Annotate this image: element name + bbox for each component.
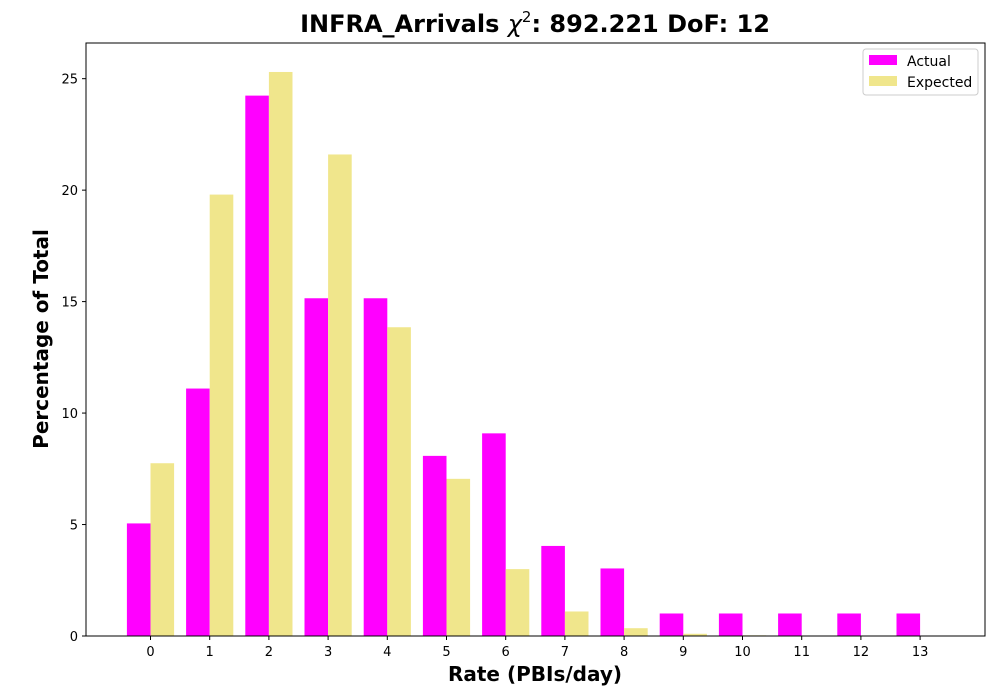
x-tick-label-11: 11 — [793, 645, 810, 660]
x-tick-label-9: 9 — [679, 645, 687, 660]
x-tick-label-0: 0 — [146, 645, 154, 660]
legend-label-actual: Actual — [907, 54, 951, 70]
bar-actual-0 — [126, 523, 151, 636]
bar-expected-1 — [209, 194, 234, 636]
chart-title-rest: : 892.221 DoF: 12 — [531, 10, 769, 38]
chart-title-main: INFRA_Arrivals — [300, 10, 508, 38]
x-tick-label-10: 10 — [734, 645, 751, 660]
bar-expected-8 — [624, 628, 648, 636]
bar-expected-5 — [446, 478, 471, 636]
y-tick-label-5: 5 — [70, 519, 78, 534]
y-tick-label-0: 0 — [70, 630, 78, 645]
x-tick-label-6: 6 — [502, 645, 510, 660]
x-tick-label-4: 4 — [383, 645, 391, 660]
y-tick-label-25: 25 — [61, 73, 78, 88]
x-tick-label-8: 8 — [620, 645, 628, 660]
bar-actual-2 — [245, 95, 269, 636]
chart-title-sup: 2 — [522, 8, 532, 26]
bar-actual-4 — [363, 298, 388, 636]
x-tick-label-12: 12 — [853, 645, 870, 660]
bar-actual-3 — [304, 298, 329, 636]
y-tick-label-15: 15 — [61, 296, 78, 311]
bar-expected-6 — [505, 569, 530, 636]
bar-expected-4 — [387, 327, 411, 636]
legend-swatch-expected — [869, 76, 897, 86]
bar-actual-9 — [659, 613, 684, 636]
bar-expected-9 — [683, 633, 707, 636]
y-tick-label-10: 10 — [61, 407, 78, 422]
bar-actual-8 — [600, 568, 625, 636]
bar-actual-10 — [718, 613, 743, 636]
bar-expected-2 — [268, 71, 293, 636]
legend-swatch-actual — [869, 55, 897, 65]
x-axis-label: Rate (PBIs/day) — [448, 662, 622, 686]
y-tick-label-20: 20 — [61, 184, 78, 199]
legend: Actual Expected — [862, 48, 979, 96]
bar-actual-11 — [778, 613, 802, 636]
bar-actual-1 — [186, 388, 210, 636]
x-tick-label-13: 13 — [912, 645, 929, 660]
axes-frame — [85, 42, 986, 637]
x-tick-label-1: 1 — [206, 645, 214, 660]
chart-title: INFRA_Arrivals χ2: 892.221 DoF: 12 — [300, 8, 770, 38]
x-tick-label-7: 7 — [561, 645, 569, 660]
legend-label-expected: Expected — [907, 75, 972, 91]
x-tick-label-3: 3 — [324, 645, 332, 660]
bar-actual-12 — [837, 613, 861, 636]
bar-actual-7 — [541, 545, 565, 636]
x-tick-label-5: 5 — [442, 645, 450, 660]
bar-actual-13 — [896, 613, 921, 636]
bar-expected-7 — [564, 611, 589, 636]
bar-expected-0 — [150, 463, 175, 636]
x-tick-label-2: 2 — [265, 645, 273, 660]
chart-title-chi: χ — [506, 10, 523, 38]
bar-actual-5 — [422, 455, 447, 636]
bar-actual-6 — [482, 433, 506, 636]
y-axis-label: Percentage of Total — [29, 229, 53, 449]
bar-expected-3 — [328, 154, 352, 636]
